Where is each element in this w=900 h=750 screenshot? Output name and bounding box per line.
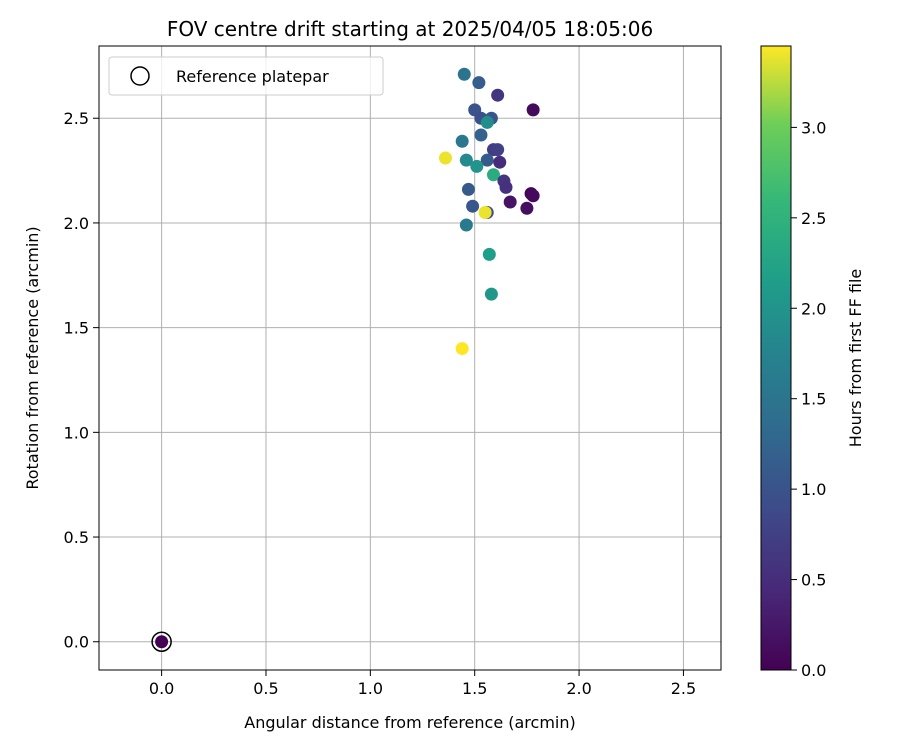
reference-drift-point (155, 635, 169, 649)
scatter-point (466, 199, 480, 213)
legend-marker-icon (130, 66, 150, 86)
colorbar-tick-label: 3.0 (801, 118, 826, 137)
colorbar-tick-label: 1.5 (801, 390, 826, 409)
colorbar-tick-label: 1.0 (801, 480, 826, 499)
legend-box (108, 56, 384, 96)
x-tick-label: 1.5 (462, 679, 487, 698)
y-axis-label: Rotation from reference (arcmin) (23, 226, 42, 489)
colorbar-tick-label: 2.0 (801, 299, 826, 318)
plot-area (99, 46, 721, 670)
scatter-point (455, 134, 469, 148)
scatter-point (486, 168, 500, 182)
colorbar: 0.0 0.5 1.0 1.5 2.0 2.5 3.0 Hours from first F… (760, 45, 865, 680)
x-axis-ticks: 0.0 0.5 1.0 1.5 2.0 2.5 (149, 670, 696, 698)
reference-platepar-marker (151, 631, 172, 652)
scatter-point (459, 218, 473, 232)
scatter-point (482, 247, 496, 261)
scatter-point (438, 151, 452, 165)
plot-frame (98, 45, 722, 671)
scatter-point (520, 201, 534, 215)
scatter-point (526, 189, 540, 203)
y-tick-label: 0.5 (64, 528, 89, 547)
scatter-point (480, 153, 494, 167)
x-tick-label: 2.0 (566, 679, 591, 698)
scatter-point (457, 67, 471, 81)
scatter-point (491, 88, 505, 102)
y-tick-label: 1.0 (64, 423, 89, 442)
x-tick-label: 2.5 (671, 679, 696, 698)
scatter-point (493, 155, 507, 169)
x-tick-label: 0.5 (253, 679, 278, 698)
scatter-point (455, 342, 469, 356)
y-tick-label: 0.0 (64, 633, 89, 652)
scatter-point (480, 115, 494, 129)
scatter-point (459, 153, 473, 167)
scatter-point (470, 159, 484, 173)
scatter-point (478, 205, 492, 219)
scatter-point (484, 287, 498, 301)
chart-title: FOV centre drift starting at 2025/04/05 … (167, 17, 653, 41)
x-tick-label: 0.0 (149, 679, 174, 698)
data-points (151, 67, 540, 652)
scatter-point (461, 182, 475, 196)
y-tick-label: 2.5 (64, 109, 89, 128)
scatter-point (472, 76, 486, 90)
colorbar-tick-label: 0.5 (801, 571, 826, 590)
scatter-point (491, 143, 505, 157)
x-axis-label: Angular distance from reference (arcmin) (244, 713, 575, 732)
y-axis-ticks: 0.0 0.5 1.0 1.5 2.0 2.5 (64, 109, 99, 652)
y-tick-label: 1.5 (64, 319, 89, 338)
colorbar-tick-label: 0.0 (801, 661, 826, 680)
colorbar-label: Hours from first FF file (846, 269, 865, 448)
scatter-point (526, 103, 540, 117)
scatter-point (474, 128, 488, 142)
legend-entry-reference-platepar: Reference platepar (176, 67, 329, 86)
y-tick-label: 2.0 (64, 214, 89, 233)
colorbar-gradient (760, 45, 792, 671)
colorbar-ticks: 0.0 0.5 1.0 1.5 2.0 2.5 3.0 (791, 118, 826, 680)
colorbar-tick-label: 2.5 (801, 209, 826, 228)
scatter-point (503, 195, 517, 209)
grid-lines (99, 46, 721, 670)
x-tick-label: 1.0 (358, 679, 383, 698)
scatter-point (499, 180, 513, 194)
legend: Reference platepar (108, 56, 384, 96)
